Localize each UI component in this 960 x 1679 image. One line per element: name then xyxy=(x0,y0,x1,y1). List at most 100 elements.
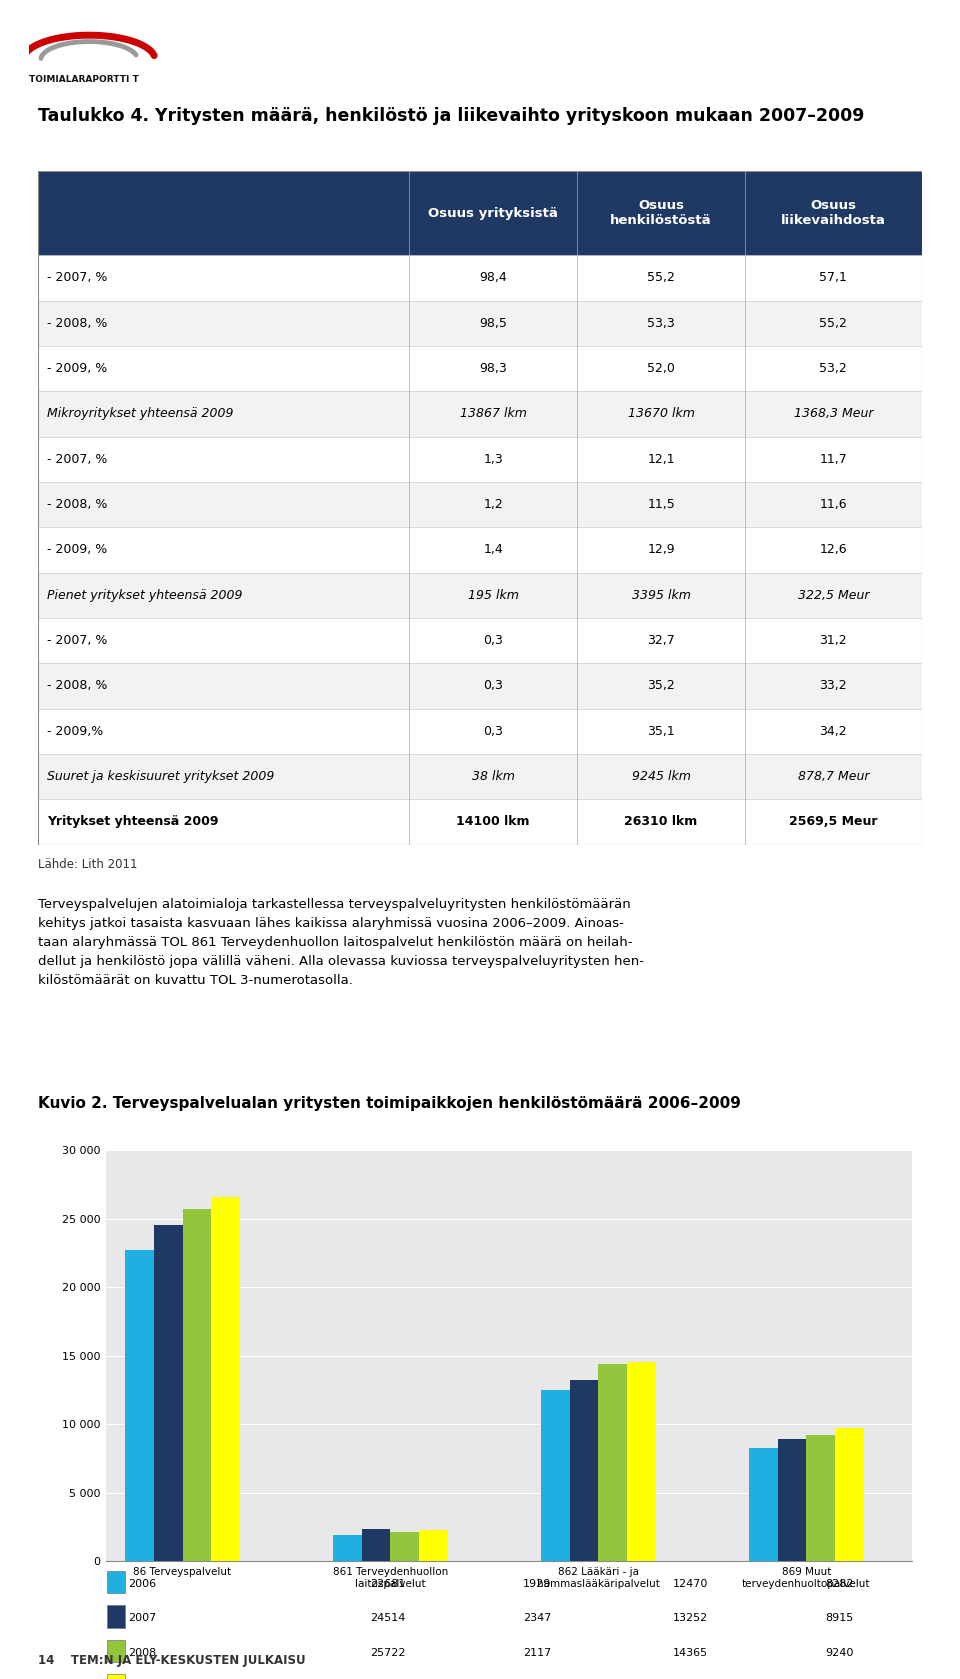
Text: 9240: 9240 xyxy=(826,1647,853,1657)
Text: 53,2: 53,2 xyxy=(820,363,847,374)
Text: Mikroyritykset yhteensä 2009: Mikroyritykset yhteensä 2009 xyxy=(47,408,233,420)
Text: 98,3: 98,3 xyxy=(479,363,507,374)
Text: 2007: 2007 xyxy=(129,1614,156,1624)
Text: 31,2: 31,2 xyxy=(820,635,847,646)
Text: 38 lkm: 38 lkm xyxy=(471,771,515,782)
Text: 0,3: 0,3 xyxy=(483,680,503,692)
FancyBboxPatch shape xyxy=(38,799,922,845)
Text: 1,2: 1,2 xyxy=(484,499,503,510)
Text: - 2008, %: - 2008, % xyxy=(47,680,108,692)
Bar xyxy=(211,1197,240,1561)
FancyBboxPatch shape xyxy=(108,1640,125,1662)
FancyBboxPatch shape xyxy=(108,1674,125,1679)
Text: 2008: 2008 xyxy=(129,1647,156,1657)
Text: 9245 lkm: 9245 lkm xyxy=(632,771,690,782)
Bar xyxy=(778,1439,806,1561)
Text: - 2007, %: - 2007, % xyxy=(47,635,108,646)
Text: - 2008, %: - 2008, % xyxy=(47,317,108,329)
Text: 14    TEM:N JA ELY-KESKUSTEN JULKAISU: 14 TEM:N JA ELY-KESKUSTEN JULKAISU xyxy=(38,1654,306,1667)
Text: 2006: 2006 xyxy=(129,1578,156,1588)
Bar xyxy=(540,1390,569,1561)
Text: 25722: 25722 xyxy=(371,1647,405,1657)
Text: 32,7: 32,7 xyxy=(647,635,675,646)
FancyBboxPatch shape xyxy=(38,618,922,663)
Text: 55,2: 55,2 xyxy=(647,272,675,284)
FancyBboxPatch shape xyxy=(38,527,922,573)
FancyBboxPatch shape xyxy=(38,255,922,301)
Text: 1,3: 1,3 xyxy=(484,453,503,465)
Text: Lähde: Lith 2011: Lähde: Lith 2011 xyxy=(38,858,138,871)
Text: 2117: 2117 xyxy=(523,1647,551,1657)
Text: 12470: 12470 xyxy=(673,1578,708,1588)
Text: 8915: 8915 xyxy=(826,1614,853,1624)
Text: 13252: 13252 xyxy=(673,1614,708,1624)
Text: 878,7 Meur: 878,7 Meur xyxy=(798,771,869,782)
Text: 0,3: 0,3 xyxy=(483,725,503,737)
Text: Kuvio 2. Terveyspalvelualan yritysten toimipaikkojen henkilöstömäärä 2006–2009: Kuvio 2. Terveyspalvelualan yritysten to… xyxy=(38,1096,741,1111)
Bar xyxy=(362,1530,391,1561)
Text: 52,0: 52,0 xyxy=(647,363,675,374)
Bar xyxy=(154,1226,182,1561)
FancyBboxPatch shape xyxy=(38,573,922,618)
Text: 22681: 22681 xyxy=(371,1578,405,1588)
Text: Taulukko 4. Yritysten määrä, henkilöstö ja liikevaihto yrityskoon mukaan 2007–20: Taulukko 4. Yritysten määrä, henkilöstö … xyxy=(38,107,865,124)
Text: 1929: 1929 xyxy=(523,1578,551,1588)
Text: 12,1: 12,1 xyxy=(647,453,675,465)
Text: TOIMIALARAPORTTI T: TOIMIALARAPORTTI T xyxy=(29,76,138,84)
Text: 2347: 2347 xyxy=(523,1614,551,1624)
FancyBboxPatch shape xyxy=(38,709,922,754)
Bar xyxy=(627,1362,656,1561)
Text: 11,6: 11,6 xyxy=(820,499,847,510)
Text: 14365: 14365 xyxy=(673,1647,708,1657)
Text: 14100 lkm: 14100 lkm xyxy=(457,816,530,828)
Bar xyxy=(333,1535,362,1561)
Text: 13867 lkm: 13867 lkm xyxy=(460,408,527,420)
FancyBboxPatch shape xyxy=(38,663,922,709)
Bar xyxy=(598,1365,627,1561)
Text: 35,2: 35,2 xyxy=(647,680,675,692)
Text: 0,3: 0,3 xyxy=(483,635,503,646)
Text: 11,7: 11,7 xyxy=(820,453,847,465)
Bar xyxy=(125,1251,154,1561)
Bar xyxy=(569,1380,598,1561)
Bar xyxy=(420,1531,448,1561)
Text: Terveyspalvelujen alatoimialoja tarkastellessa terveyspalveluyritysten henkilöst: Terveyspalvelujen alatoimialoja tarkaste… xyxy=(38,898,644,987)
Text: - 2007, %: - 2007, % xyxy=(47,453,108,465)
Text: 3395 lkm: 3395 lkm xyxy=(632,589,690,601)
Bar xyxy=(391,1533,420,1561)
Text: 26310 lkm: 26310 lkm xyxy=(624,816,698,828)
Text: 195 lkm: 195 lkm xyxy=(468,589,518,601)
Text: 12,9: 12,9 xyxy=(647,544,675,556)
FancyBboxPatch shape xyxy=(38,391,922,437)
Text: - 2007, %: - 2007, % xyxy=(47,272,108,284)
FancyBboxPatch shape xyxy=(38,171,922,255)
FancyBboxPatch shape xyxy=(38,482,922,527)
Text: 34,2: 34,2 xyxy=(820,725,847,737)
FancyBboxPatch shape xyxy=(38,301,922,346)
Text: 57,1: 57,1 xyxy=(819,272,848,284)
Text: 1,4: 1,4 xyxy=(484,544,503,556)
Text: Osuus
liikevaihdosta: Osuus liikevaihdosta xyxy=(780,200,886,227)
FancyBboxPatch shape xyxy=(38,754,922,799)
Text: - 2009, %: - 2009, % xyxy=(47,544,108,556)
Text: Pienet yritykset yhteensä 2009: Pienet yritykset yhteensä 2009 xyxy=(47,589,243,601)
Bar xyxy=(749,1447,778,1561)
Text: 11,5: 11,5 xyxy=(647,499,675,510)
Text: 55,2: 55,2 xyxy=(819,317,848,329)
Text: Suuret ja keskisuuret yritykset 2009: Suuret ja keskisuuret yritykset 2009 xyxy=(47,771,275,782)
Text: 13670 lkm: 13670 lkm xyxy=(628,408,694,420)
FancyBboxPatch shape xyxy=(108,1605,125,1629)
Text: 322,5 Meur: 322,5 Meur xyxy=(798,589,869,601)
Text: - 2008, %: - 2008, % xyxy=(47,499,108,510)
Text: 8282: 8282 xyxy=(826,1578,853,1588)
FancyBboxPatch shape xyxy=(108,1572,125,1593)
Text: 12,6: 12,6 xyxy=(820,544,847,556)
Text: 53,3: 53,3 xyxy=(647,317,675,329)
Text: - 2009, %: - 2009, % xyxy=(47,363,108,374)
Bar xyxy=(806,1436,835,1561)
Text: 98,5: 98,5 xyxy=(479,317,507,329)
Text: 1368,3 Meur: 1368,3 Meur xyxy=(794,408,873,420)
Text: Osuus
henkilöstöstä: Osuus henkilöstöstä xyxy=(611,200,712,227)
FancyBboxPatch shape xyxy=(38,346,922,391)
Text: Yritykset yhteensä 2009: Yritykset yhteensä 2009 xyxy=(47,816,219,828)
